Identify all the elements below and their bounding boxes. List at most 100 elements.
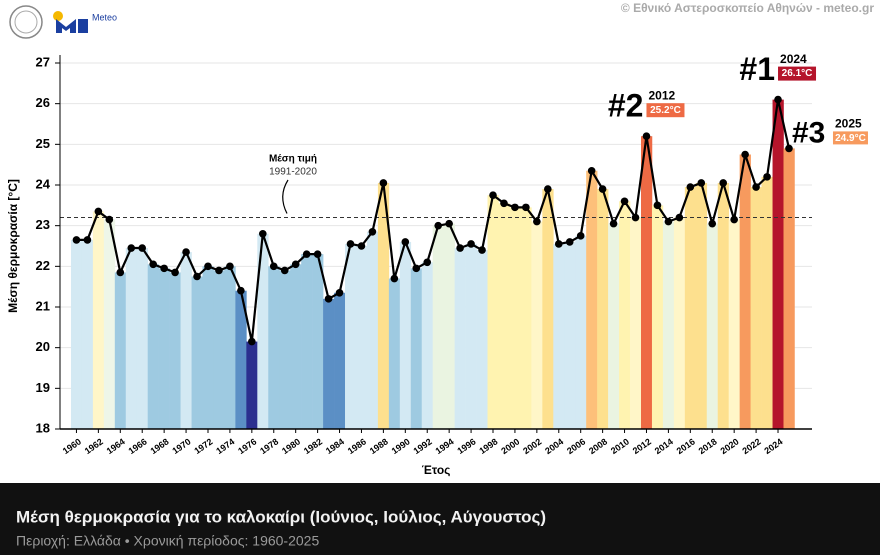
point — [324, 295, 333, 303]
point — [500, 199, 508, 208]
point — [445, 219, 453, 228]
bar — [377, 182, 390, 429]
bar — [531, 221, 543, 429]
point — [258, 230, 267, 238]
bar — [147, 264, 159, 429]
credit: © Εθνικό Αστεροσκοπείο Αθηνών - meteo.gr — [621, 1, 874, 15]
bar — [290, 264, 302, 429]
point — [269, 262, 278, 271]
point — [291, 260, 300, 269]
point — [434, 221, 442, 230]
chart-title: Μέση θερμοκρασία για το καλοκαίρι (Ιούνι… — [16, 507, 546, 526]
x-tick-label: 2008 — [587, 436, 609, 456]
bar — [706, 223, 719, 429]
footer — [0, 483, 880, 555]
x-tick-label: 1978 — [258, 436, 280, 456]
x-tick-label: 1996 — [455, 436, 477, 456]
bar — [136, 248, 148, 429]
x-tick-label: 1964 — [105, 436, 127, 456]
bar — [575, 235, 587, 429]
y-tick-label: 27 — [36, 54, 50, 69]
bar — [772, 99, 784, 429]
bar — [739, 154, 751, 429]
x-tick-label: 2024 — [762, 436, 784, 456]
x-tick-label: 1962 — [83, 436, 105, 456]
point — [368, 227, 377, 236]
x-tick-label: 2018 — [697, 436, 719, 456]
bar — [695, 182, 708, 429]
point — [248, 337, 256, 346]
x-tick-label: 1968 — [149, 436, 171, 456]
bar — [454, 248, 466, 429]
point — [335, 288, 344, 297]
point — [72, 236, 81, 244]
point — [785, 144, 793, 153]
bar — [301, 254, 313, 429]
x-tick-label: 2020 — [719, 436, 741, 456]
bar — [684, 187, 697, 429]
point — [511, 203, 519, 212]
point — [664, 217, 673, 226]
point — [182, 248, 190, 256]
bar — [761, 176, 773, 429]
x-tick-label: 1972 — [192, 436, 214, 456]
bar — [640, 136, 653, 429]
x-axis-label: Έτος — [422, 463, 451, 477]
point — [193, 272, 201, 281]
point — [138, 244, 147, 252]
bar — [70, 239, 83, 429]
y-tick-label: 19 — [36, 380, 50, 395]
y-tick-label: 18 — [36, 420, 50, 435]
point — [719, 179, 728, 187]
point — [149, 260, 157, 269]
bar — [586, 170, 598, 429]
bar — [410, 268, 423, 429]
point — [379, 179, 388, 187]
x-tick-label: 1998 — [477, 436, 499, 456]
point — [653, 201, 662, 210]
bar — [169, 272, 181, 429]
bar — [81, 239, 94, 429]
point — [533, 217, 541, 226]
point — [94, 207, 103, 216]
bar — [465, 243, 477, 429]
annotation-box — [832, 131, 868, 145]
bar — [476, 250, 488, 429]
x-tick-label: 1974 — [214, 436, 236, 456]
bar — [92, 211, 105, 429]
bar — [498, 203, 510, 429]
x-tick-label: 1986 — [346, 436, 368, 456]
annotation-year: 2012 — [648, 88, 675, 102]
bar — [728, 219, 740, 429]
x-tick-label: 1970 — [170, 436, 192, 456]
bar — [334, 292, 346, 429]
brand: Meteo — [92, 12, 117, 22]
bar — [213, 270, 225, 429]
y-tick-label: 26 — [36, 95, 50, 110]
point — [620, 197, 629, 206]
point — [346, 240, 355, 248]
bar — [421, 262, 434, 429]
chart-subtitle: Περιοχή: Ελλάδα • Χρονική περίοδος: 1960… — [16, 533, 319, 549]
point — [456, 244, 464, 252]
y-tick-label: 21 — [36, 298, 50, 313]
bar — [224, 266, 236, 429]
bar — [619, 201, 631, 429]
bar — [366, 231, 379, 429]
point — [565, 238, 574, 246]
point — [741, 150, 749, 159]
point — [215, 266, 223, 275]
bar — [103, 219, 116, 429]
point — [730, 215, 738, 224]
point — [127, 244, 136, 252]
bar — [564, 241, 576, 429]
point — [631, 213, 640, 222]
x-tick-label: 2010 — [609, 436, 631, 456]
bar — [268, 266, 280, 429]
bar — [542, 189, 554, 429]
bar — [388, 278, 401, 429]
bar — [651, 205, 664, 429]
point — [554, 240, 563, 248]
